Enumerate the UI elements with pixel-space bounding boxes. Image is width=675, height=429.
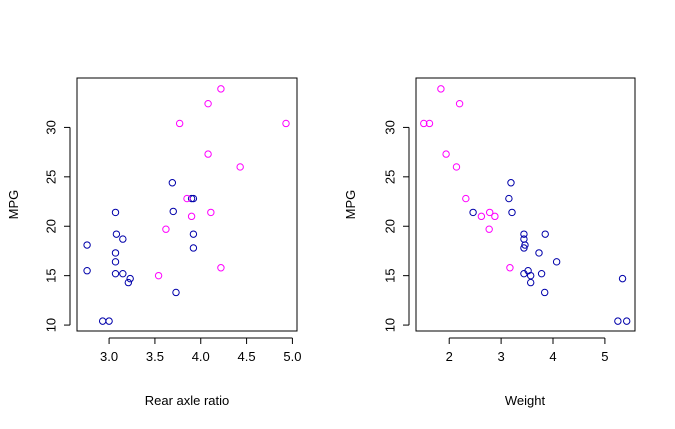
left-x-tick-label: 3.5 bbox=[146, 349, 164, 364]
right-points bbox=[420, 85, 631, 325]
right-scatter-point bbox=[535, 249, 543, 257]
left-y-tick-label: 20 bbox=[43, 219, 58, 233]
right-scatter-point bbox=[437, 85, 445, 93]
left-scatter-point bbox=[98, 317, 107, 325]
right-scatter-point bbox=[442, 150, 450, 158]
right-scatter-point bbox=[506, 264, 514, 272]
left-scatter-point bbox=[112, 230, 121, 238]
right-x-axis-label: Weight bbox=[505, 393, 546, 408]
right-scatter-point bbox=[485, 208, 494, 217]
right-scatter-point bbox=[462, 194, 470, 203]
right-x-tick-label: 5 bbox=[601, 349, 608, 364]
right-scatter-point bbox=[537, 269, 546, 278]
left-scatter-point bbox=[183, 194, 191, 203]
right-scatter-point bbox=[455, 99, 464, 108]
left-scatter-point bbox=[124, 278, 133, 287]
left-x-axis: 3.0 3.5 4.0 4.5 5.0 bbox=[100, 337, 301, 364]
right-scatter-point bbox=[469, 208, 477, 217]
right-x-tick-label: 2 bbox=[446, 349, 453, 364]
left-scatter-point bbox=[204, 99, 212, 108]
left-scatter-point bbox=[119, 235, 127, 243]
left-scatter-point bbox=[111, 258, 120, 266]
left-scatter-point bbox=[119, 269, 127, 278]
left-scatter-point bbox=[189, 230, 198, 238]
right-scatter-point bbox=[508, 208, 516, 217]
left-points bbox=[83, 85, 290, 325]
right-scatter-point bbox=[452, 163, 461, 171]
right-scatter-point bbox=[485, 225, 493, 233]
left-scatter-point bbox=[111, 269, 120, 278]
right-scatter-point bbox=[507, 179, 515, 187]
left-scatter-point bbox=[187, 212, 196, 221]
right-scatter-point bbox=[541, 288, 549, 297]
left-scatter-point bbox=[207, 208, 215, 217]
left-x-tick-label: 4.5 bbox=[238, 349, 256, 364]
left-y-axis: 10 15 20 25 30 bbox=[43, 120, 71, 332]
left-scatter-point bbox=[172, 288, 180, 297]
left-scatter-point bbox=[111, 249, 120, 257]
left-scatter-point bbox=[236, 163, 244, 171]
left-scatter-point bbox=[162, 225, 170, 233]
right-x-axis: 2 3 4 5 bbox=[446, 337, 609, 364]
left-scatter-point bbox=[154, 271, 163, 280]
right-y-tick-label: 30 bbox=[382, 120, 397, 134]
left-scatter-point bbox=[105, 317, 113, 325]
right-plot-frame bbox=[415, 77, 636, 332]
left-scatter-point bbox=[204, 150, 212, 158]
left-scatter-point bbox=[217, 85, 225, 93]
left-scatter-point bbox=[169, 207, 177, 216]
left-scatter-point bbox=[282, 119, 290, 128]
left-scatter-point bbox=[189, 244, 198, 252]
left-scatter-point bbox=[168, 179, 177, 187]
right-scatter-point bbox=[425, 119, 434, 128]
right-scatter-point bbox=[526, 278, 535, 287]
right-scatter-point bbox=[491, 212, 499, 221]
right-panel: 2 3 4 5 10 15 20 25 30 Weight MPG bbox=[343, 77, 636, 408]
right-scatter-point bbox=[614, 317, 622, 325]
left-y-tick-label: 25 bbox=[43, 170, 58, 184]
right-scatter-point bbox=[541, 230, 549, 238]
left-x-tick-label: 3.0 bbox=[100, 349, 118, 364]
left-scatter-point bbox=[126, 274, 134, 283]
right-x-tick-label: 4 bbox=[549, 349, 556, 364]
left-y-axis-label: MPG bbox=[6, 190, 21, 220]
left-x-tick-label: 4.0 bbox=[192, 349, 210, 364]
left-scatter-point bbox=[83, 241, 91, 249]
right-y-tick-label: 15 bbox=[382, 268, 397, 282]
right-scatter-point bbox=[526, 271, 535, 280]
right-scatter-point bbox=[521, 241, 529, 249]
right-scatter-point bbox=[618, 274, 627, 283]
right-y-axis: 10 15 20 25 30 bbox=[382, 120, 410, 332]
right-y-axis-label: MPG bbox=[343, 190, 358, 220]
left-x-axis-label: Rear axle ratio bbox=[145, 393, 230, 408]
left-y-tick-label: 30 bbox=[43, 120, 58, 134]
left-plot-frame bbox=[76, 77, 298, 332]
right-scatter-point bbox=[622, 317, 631, 325]
left-x-tick-label: 5.0 bbox=[283, 349, 301, 364]
left-scatter-point bbox=[175, 119, 184, 128]
left-scatter-point bbox=[217, 264, 225, 272]
right-y-tick-label: 25 bbox=[382, 170, 397, 184]
left-scatter-point bbox=[111, 208, 120, 217]
right-x-tick-label: 3 bbox=[497, 349, 504, 364]
right-scatter-point bbox=[552, 258, 561, 266]
left-y-tick-label: 10 bbox=[43, 318, 58, 332]
right-y-tick-label: 10 bbox=[382, 318, 397, 332]
right-scatter-point bbox=[505, 194, 513, 203]
left-scatter-point bbox=[83, 267, 91, 275]
right-scatter-point bbox=[420, 119, 428, 128]
right-scatter-point bbox=[477, 212, 486, 221]
right-y-tick-label: 20 bbox=[382, 219, 397, 233]
right-scatter-point bbox=[520, 230, 528, 238]
left-panel: 3.0 3.5 4.0 4.5 5.0 10 15 20 25 30 Rear axle rat… bbox=[6, 77, 301, 408]
left-y-tick-label: 15 bbox=[43, 268, 58, 282]
